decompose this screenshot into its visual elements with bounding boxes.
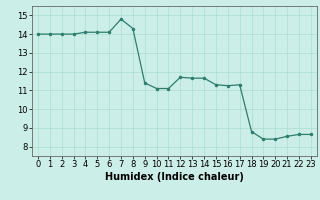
X-axis label: Humidex (Indice chaleur): Humidex (Indice chaleur) <box>105 172 244 182</box>
